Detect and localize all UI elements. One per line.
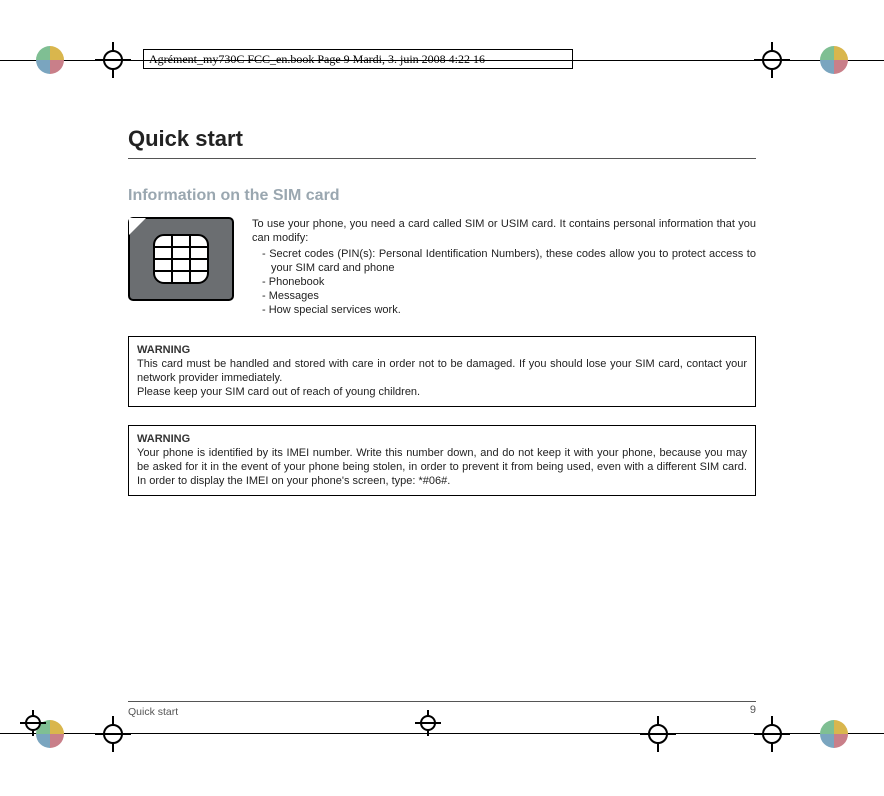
- sim-info-text: To use your phone, you need a card calle…: [252, 217, 756, 318]
- warning-title: WARNING: [137, 432, 747, 446]
- running-header: Agrément_my730C FCC_en.book Page 9 Mardi…: [143, 49, 573, 69]
- warning-box: WARNING This card must be handled and st…: [128, 336, 756, 407]
- warning-box: WARNING Your phone is identified by its …: [128, 425, 756, 496]
- sim-intro: To use your phone, you need a card calle…: [252, 217, 756, 245]
- color-registration-icon: [36, 46, 64, 74]
- registration-crosshair-icon: [95, 42, 131, 78]
- warning-body: This card must be handled and stored wit…: [137, 357, 747, 399]
- sim-bullet: Messages: [262, 289, 756, 303]
- footer-running: Quick start: [128, 706, 178, 718]
- registration-crosshair-icon: [754, 42, 790, 78]
- color-registration-icon: [820, 46, 848, 74]
- sim-card-icon: [128, 217, 234, 306]
- registration-crosshair-icon: [415, 710, 441, 736]
- print-page: Agrément_my730C FCC_en.book Page 9 Mardi…: [0, 0, 884, 796]
- running-header-text: Agrément_my730C FCC_en.book Page 9 Mardi…: [149, 52, 485, 66]
- title-rule: [128, 158, 756, 159]
- registration-crosshair-icon: [95, 716, 131, 752]
- color-registration-icon: [820, 720, 848, 748]
- registration-crosshair-icon: [640, 716, 676, 752]
- registration-crosshair-icon: [754, 716, 790, 752]
- crop-line-bottom: [0, 733, 884, 734]
- registration-crosshair-icon: [20, 710, 46, 736]
- section-heading: Information on the SIM card: [128, 187, 756, 205]
- footer-page-number: 9: [750, 704, 756, 716]
- sim-bullet: Secret codes (PIN(s): Personal Identific…: [262, 247, 756, 275]
- warning-body: Your phone is identified by its IMEI num…: [137, 446, 747, 488]
- sim-bullet: How special services work.: [262, 303, 756, 317]
- sim-bullet: Phonebook: [262, 275, 756, 289]
- content-column: Quick start Information on the SIM card: [128, 126, 756, 514]
- footer-rule: [128, 701, 756, 702]
- sim-bullets: Secret codes (PIN(s): Personal Identific…: [252, 247, 756, 317]
- page-title: Quick start: [128, 126, 756, 152]
- warning-title: WARNING: [137, 343, 747, 357]
- sim-info-row: To use your phone, you need a card calle…: [128, 217, 756, 318]
